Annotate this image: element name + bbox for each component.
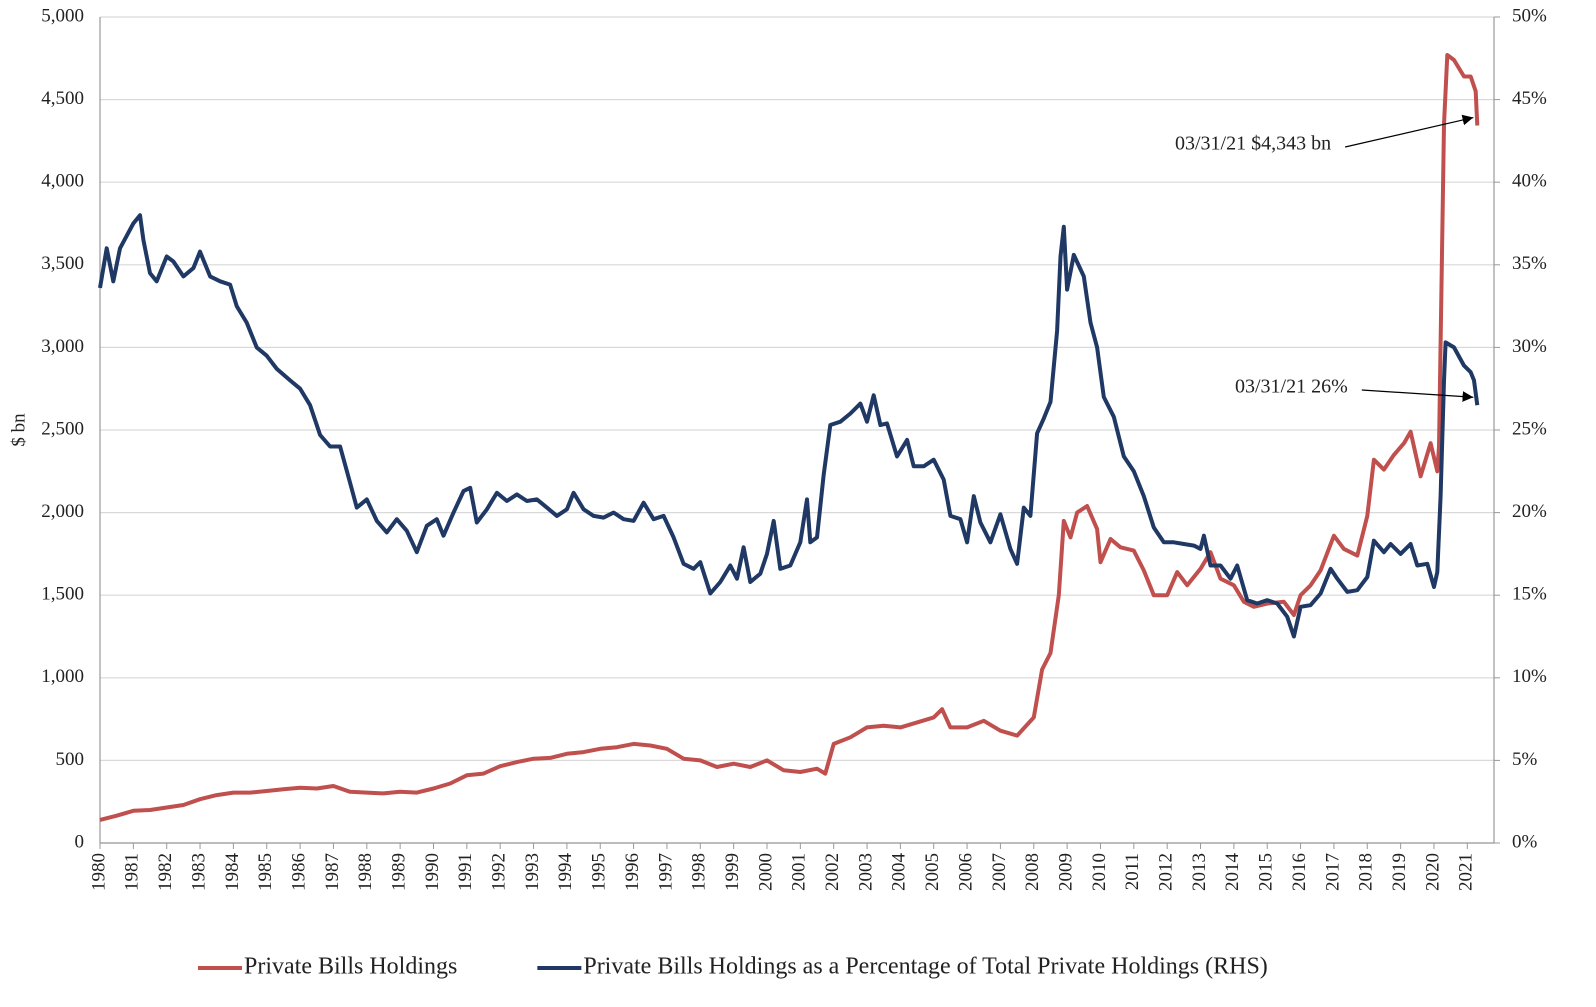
- x-tick-label: 1991: [455, 853, 476, 891]
- y-tick-label: 1,500: [41, 584, 84, 605]
- y-axis-label: $ bn: [8, 413, 29, 447]
- x-tick-label: 1986: [288, 853, 309, 891]
- y2-tick-label: 45%: [1512, 88, 1547, 109]
- x-tick-label: 2012: [1156, 853, 1177, 891]
- y2-tick-label: 50%: [1512, 5, 1547, 26]
- x-tick-label: 2006: [955, 853, 976, 891]
- annotation-arrow: [1361, 389, 1474, 402]
- x-tick-label: 1990: [422, 853, 443, 891]
- y2-tick-label: 20%: [1512, 501, 1547, 522]
- x-tick-label: 2001: [789, 853, 810, 891]
- x-tick-label: 2000: [755, 853, 776, 891]
- x-tick-label: 2011: [1122, 853, 1143, 890]
- y2-tick-label: 15%: [1512, 584, 1547, 605]
- y-tick-label: 4,000: [41, 171, 84, 192]
- y-tick-label: 2,000: [41, 501, 84, 522]
- x-tick-label: 1981: [122, 853, 143, 891]
- x-tick-label: 1998: [689, 853, 710, 891]
- y-tick-label: 3,500: [41, 253, 84, 274]
- y2-tick-label: 30%: [1512, 336, 1547, 357]
- x-tick-label: 2021: [1456, 853, 1477, 891]
- x-tick-label: 2019: [1389, 853, 1410, 891]
- y-tick-label: 4,500: [41, 88, 84, 109]
- x-tick-label: 1996: [622, 853, 643, 891]
- x-tick-label: 2010: [1089, 853, 1110, 891]
- legend-label: Private Bills Holdings: [244, 954, 457, 980]
- x-tick-label: 1983: [188, 853, 209, 891]
- annotation-arrow: [1344, 114, 1474, 148]
- x-tick-label: 2015: [1256, 853, 1277, 891]
- x-tick-label: 1987: [322, 853, 343, 891]
- legend-label: Private Bills Holdings as a Percentage o…: [583, 954, 1267, 980]
- x-tick-label: 1999: [722, 853, 743, 891]
- x-tick-label: 1995: [589, 853, 610, 891]
- x-tick-label: 2016: [1289, 853, 1310, 891]
- y-tick-label: 1,000: [41, 666, 84, 687]
- x-tick-label: 2002: [822, 853, 843, 891]
- y2-tick-label: 40%: [1512, 171, 1547, 192]
- x-tick-label: 1984: [222, 853, 243, 892]
- x-tick-label: 1988: [355, 853, 376, 891]
- x-tick-label: 1985: [255, 853, 276, 891]
- x-tick-label: 2017: [1322, 853, 1343, 891]
- x-tick-label: 2005: [922, 853, 943, 891]
- y-tick-label: 3,000: [41, 336, 84, 357]
- x-tick-label: 1989: [389, 853, 410, 891]
- x-tick-label: 2013: [1189, 853, 1210, 891]
- x-tick-label: 1994: [555, 853, 576, 892]
- series-line: [98, 213, 1480, 639]
- x-tick-label: 2008: [1022, 853, 1043, 891]
- x-tick-label: 2014: [1222, 853, 1243, 892]
- y2-tick-label: 10%: [1512, 666, 1547, 687]
- x-tick-label: 1997: [655, 853, 676, 891]
- y2-tick-label: 35%: [1512, 253, 1547, 274]
- y-tick-label: 500: [56, 749, 85, 770]
- y2-tick-label: 5%: [1512, 749, 1538, 770]
- x-tick-label: 2004: [889, 853, 910, 892]
- x-tick-label: 2003: [855, 853, 876, 891]
- y2-tick-label: 0%: [1512, 831, 1538, 852]
- x-tick-label: 1992: [489, 853, 510, 891]
- y2-tick-label: 25%: [1512, 418, 1547, 439]
- x-tick-label: 1980: [88, 853, 109, 891]
- x-tick-label: 2007: [989, 853, 1010, 891]
- annotation: 03/31/21 $4,343 bn: [1175, 133, 1331, 155]
- annotation: 03/31/21 26%: [1235, 376, 1348, 398]
- y-tick-label: 0: [75, 831, 85, 852]
- x-tick-label: 2020: [1422, 853, 1443, 891]
- x-tick-label: 1993: [522, 853, 543, 891]
- y-tick-label: 5,000: [41, 5, 84, 26]
- x-tick-label: 1982: [155, 853, 176, 891]
- series-line: [99, 53, 1480, 822]
- y-tick-label: 2,500: [41, 418, 84, 439]
- x-tick-label: 2009: [1055, 853, 1076, 891]
- x-tick-label: 2018: [1356, 853, 1377, 891]
